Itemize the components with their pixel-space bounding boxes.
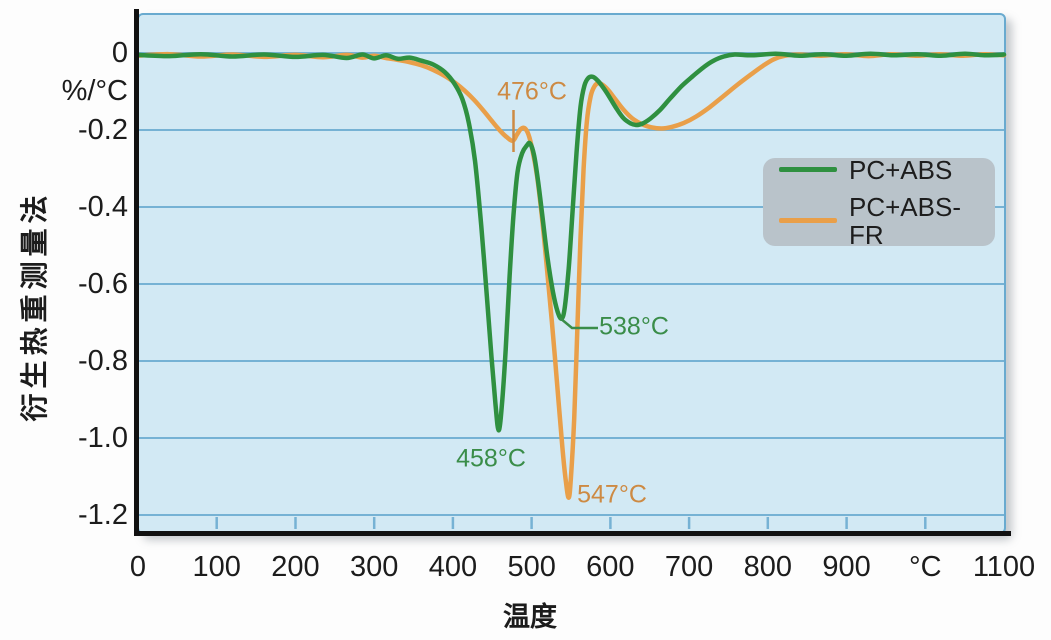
plot-area (137, 13, 1006, 534)
peak-annotation-547: 547°C (577, 480, 647, 509)
x-tick-label: 900 (822, 551, 871, 583)
x-tick-label: 700 (664, 551, 714, 583)
y-tick-label: 0 (111, 37, 128, 69)
legend-item-pc-abs-fr: PC+ABS-FR (779, 193, 995, 249)
x-tick-label: °C (909, 551, 942, 583)
y-tick-label: -1.2 (78, 499, 128, 531)
x-tick-label: 300 (349, 551, 399, 583)
legend-swatch-pc-abs (779, 167, 837, 172)
y-axis-unit-label: %/°C (61, 75, 128, 107)
y-axis-line (134, 9, 139, 536)
y-tick-label: -0.2 (78, 114, 128, 146)
peak-annotation-458: 458°C (456, 444, 526, 473)
x-tick-label: 100 (192, 551, 241, 583)
peak-annotation-538: 538°C (599, 312, 669, 341)
y-tick-label: -0.4 (78, 191, 128, 223)
x-tick-label: 1100 (972, 551, 1036, 583)
legend-item-pc-abs: PC+ABS (779, 156, 995, 184)
y-tick-label: -0.6 (78, 268, 128, 300)
x-tick-label: 200 (271, 551, 320, 583)
y-tick-label: -0.8 (78, 345, 128, 377)
legend-box: PC+ABS PC+ABS-FR (763, 156, 995, 249)
x-tick-label: 0 (129, 551, 147, 583)
x-axis-line (134, 531, 1011, 536)
x-axis-title: 温度 (503, 602, 557, 632)
y-tick-label: -1.0 (78, 422, 128, 454)
legend-label-pc-abs: PC+ABS (849, 154, 953, 185)
x-tick-label: 800 (743, 551, 793, 583)
peak-annotation-476: 476°C (497, 77, 567, 106)
x-tick-label: 600 (586, 551, 635, 583)
legend-swatch-pc-abs-fr (779, 218, 837, 223)
legend-label-pc-abs-fr: PC+ABS-FR (849, 191, 961, 250)
x-tick-label: 500 (507, 551, 556, 583)
x-tick-label: 400 (428, 551, 478, 583)
